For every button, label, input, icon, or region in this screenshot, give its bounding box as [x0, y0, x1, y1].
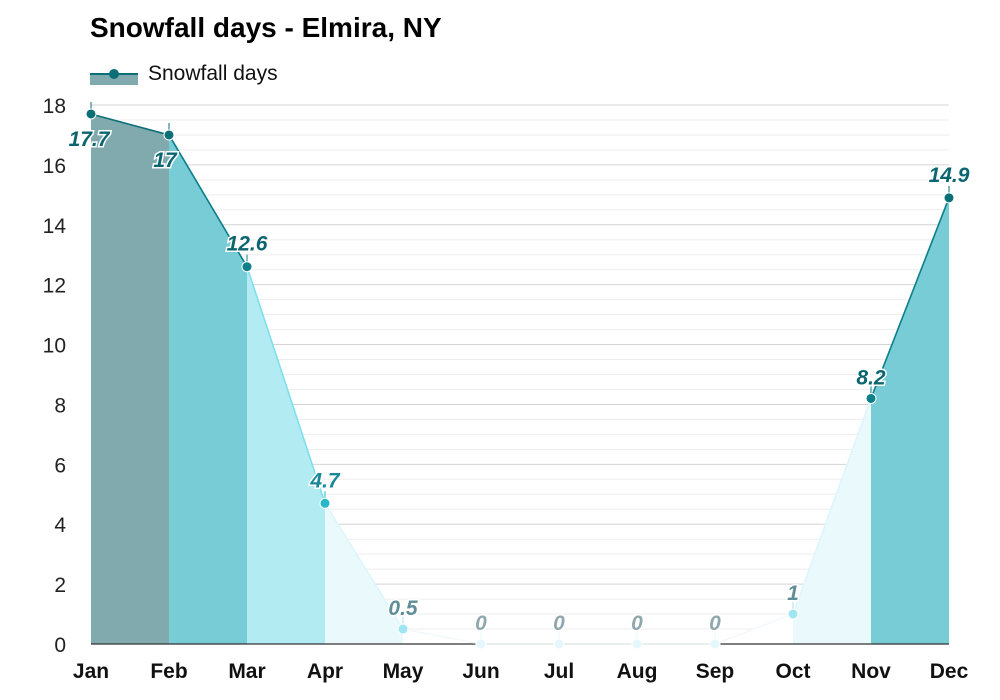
data-label-sep: 0	[709, 612, 721, 635]
data-point-oct	[787, 608, 799, 620]
area-segment-apr-may	[325, 503, 403, 644]
line-segment-feb-mar	[168, 134, 248, 268]
line-segment-mar-apr	[246, 266, 326, 504]
x-tick-label-jan: Jan	[73, 660, 109, 683]
data-label-apr: 4.7	[309, 469, 341, 492]
x-tick-label-dec: Dec	[930, 660, 969, 683]
y-tick-label-2: 2	[54, 574, 66, 597]
y-tick-label-12: 12	[43, 275, 66, 298]
x-tick-label-mar: Mar	[228, 660, 265, 683]
area-segment-jan-feb	[91, 113, 169, 644]
data-point-jan	[85, 108, 97, 120]
point-layer	[85, 101, 955, 650]
data-label-may: 0.5	[388, 597, 418, 620]
data-label-jan: 17.7	[69, 128, 111, 151]
y-tick-label-10: 10	[43, 335, 66, 358]
data-label-oct: 1	[787, 582, 799, 605]
data-label-nov: 8.2	[856, 366, 886, 389]
line-layer	[90, 113, 950, 645]
legend-swatch-graphic	[90, 69, 138, 85]
legend-marker	[109, 69, 119, 79]
data-point-jun	[475, 638, 487, 650]
x-tick-label-apr: Apr	[307, 660, 343, 683]
data-label-feb: 17	[153, 149, 178, 172]
x-tick-label-sep: Sep	[696, 660, 735, 683]
data-point-nov	[865, 392, 877, 404]
y-tick-label-8: 8	[54, 394, 66, 417]
area-segment-nov-dec	[871, 197, 949, 645]
x-tick-label-may: May	[383, 660, 424, 683]
data-label-jul: 0	[553, 612, 565, 635]
area-segment-oct-nov	[793, 398, 871, 644]
y-tick-label-18: 18	[43, 95, 66, 118]
data-point-sep	[709, 638, 721, 650]
y-tick-label-14: 14	[43, 215, 67, 238]
legend-fill	[90, 74, 138, 85]
y-tick-label-16: 16	[43, 155, 66, 178]
data-point-may	[397, 623, 409, 635]
area-segment-feb-mar	[169, 134, 247, 644]
x-tick-label-nov: Nov	[851, 660, 891, 683]
line-segment-jan-feb	[90, 113, 170, 136]
data-label-mar: 12.6	[227, 233, 268, 256]
chart-legend: Snowfall days	[90, 60, 278, 88]
chart-title: Snowfall days - Elmira, NY	[90, 12, 442, 43]
line-segment-apr-may	[324, 502, 404, 630]
line-segment-may-jun	[402, 628, 482, 645]
data-label-jun: 0	[475, 612, 487, 635]
legend-label: Snowfall days	[148, 62, 278, 85]
area-layer	[91, 113, 949, 645]
legend-swatch	[90, 63, 138, 85]
data-point-apr	[319, 497, 331, 509]
data-point-dec	[943, 192, 955, 204]
x-tick-label-oct: Oct	[775, 660, 810, 683]
line-segment-oct-nov	[792, 398, 872, 615]
line-segment-nov-dec	[870, 197, 950, 399]
x-tick-label-jun: Jun	[462, 660, 499, 683]
y-tick-label-4: 4	[54, 514, 66, 537]
area-segment-mar-apr	[247, 266, 325, 644]
data-label-dec: 14.9	[929, 164, 970, 187]
x-tick-label-jul: Jul	[544, 660, 574, 683]
x-tick-label-aug: Aug	[617, 660, 658, 683]
data-label-aug: 0	[631, 612, 643, 635]
data-point-feb	[163, 129, 175, 141]
line-segment-sep-oct	[714, 613, 794, 645]
label-layer: 17.7 17 12.6 4.7 0.5 0 0 0 0 1 8.2 14.9	[67, 126, 971, 636]
y-tick-label-0: 0	[54, 634, 66, 657]
data-point-jul	[553, 638, 565, 650]
x-tick-label-feb: Feb	[150, 660, 187, 683]
data-point-mar	[241, 261, 253, 273]
data-point-aug	[631, 638, 643, 650]
y-tick-label-6: 6	[54, 454, 66, 477]
